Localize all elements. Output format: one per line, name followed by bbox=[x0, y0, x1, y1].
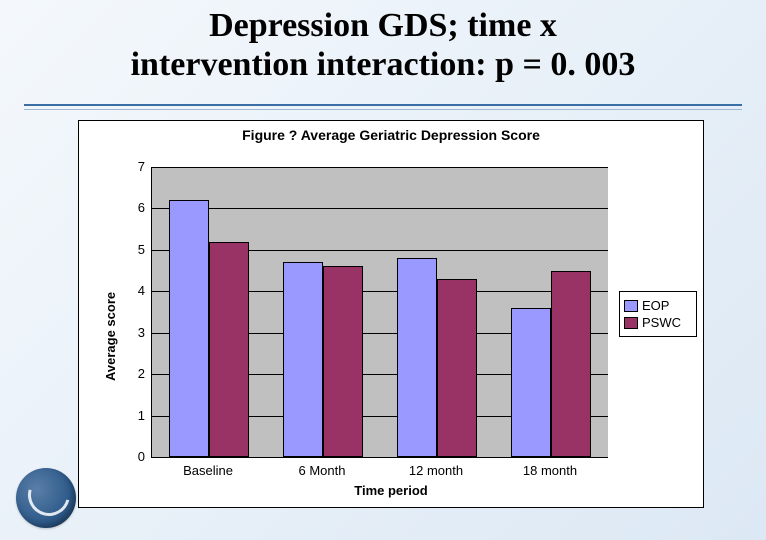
bar-eop-1 bbox=[283, 262, 323, 457]
legend-label-pswc: PSWC bbox=[642, 315, 681, 330]
legend-swatch-pswc bbox=[624, 317, 638, 329]
bar-pswc-0 bbox=[209, 242, 249, 457]
chart-panel: Figure ? Average Geriatric Depression Sc… bbox=[78, 120, 704, 508]
legend-label-eop: EOP bbox=[642, 298, 669, 313]
slide-title-line1: Depression GDS; time x bbox=[0, 6, 766, 45]
x-tick-label: 18 month bbox=[493, 463, 607, 478]
y-tick-label: 0 bbox=[85, 449, 145, 464]
plot-area bbox=[151, 167, 608, 458]
slide-title: Depression GDS; time x intervention inte… bbox=[0, 6, 766, 84]
x-tick-label: 12 month bbox=[379, 463, 493, 478]
grid-line bbox=[152, 167, 608, 168]
y-tick-label: 5 bbox=[85, 242, 145, 257]
title-underline bbox=[24, 104, 742, 110]
x-tick-label: 6 Month bbox=[265, 463, 379, 478]
bar-pswc-3 bbox=[551, 271, 591, 457]
legend-item-pswc: PSWC bbox=[624, 315, 692, 330]
legend-item-eop: EOP bbox=[624, 298, 692, 313]
bar-eop-2 bbox=[397, 258, 437, 457]
legend: EOP PSWC bbox=[619, 291, 697, 337]
legend-swatch-eop bbox=[624, 300, 638, 312]
bar-pswc-1 bbox=[323, 266, 363, 457]
y-tick-label: 6 bbox=[85, 200, 145, 215]
x-axis-title: Time period bbox=[79, 483, 703, 498]
bar-eop-3 bbox=[511, 308, 551, 457]
bar-eop-0 bbox=[169, 200, 209, 457]
y-tick-label: 7 bbox=[85, 159, 145, 174]
grid-line bbox=[152, 208, 608, 209]
x-tick-label: Baseline bbox=[151, 463, 265, 478]
chart-title: Figure ? Average Geriatric Depression Sc… bbox=[79, 127, 703, 143]
y-tick-label: 4 bbox=[85, 283, 145, 298]
bar-pswc-2 bbox=[437, 279, 477, 457]
slide-background: { "title_line1": "Depression GDS; time x… bbox=[0, 0, 766, 540]
y-tick-label: 3 bbox=[85, 325, 145, 340]
slide-title-line2: intervention interaction: p = 0. 003 bbox=[0, 45, 766, 84]
y-tick-label: 1 bbox=[85, 408, 145, 423]
y-tick-label: 2 bbox=[85, 366, 145, 381]
